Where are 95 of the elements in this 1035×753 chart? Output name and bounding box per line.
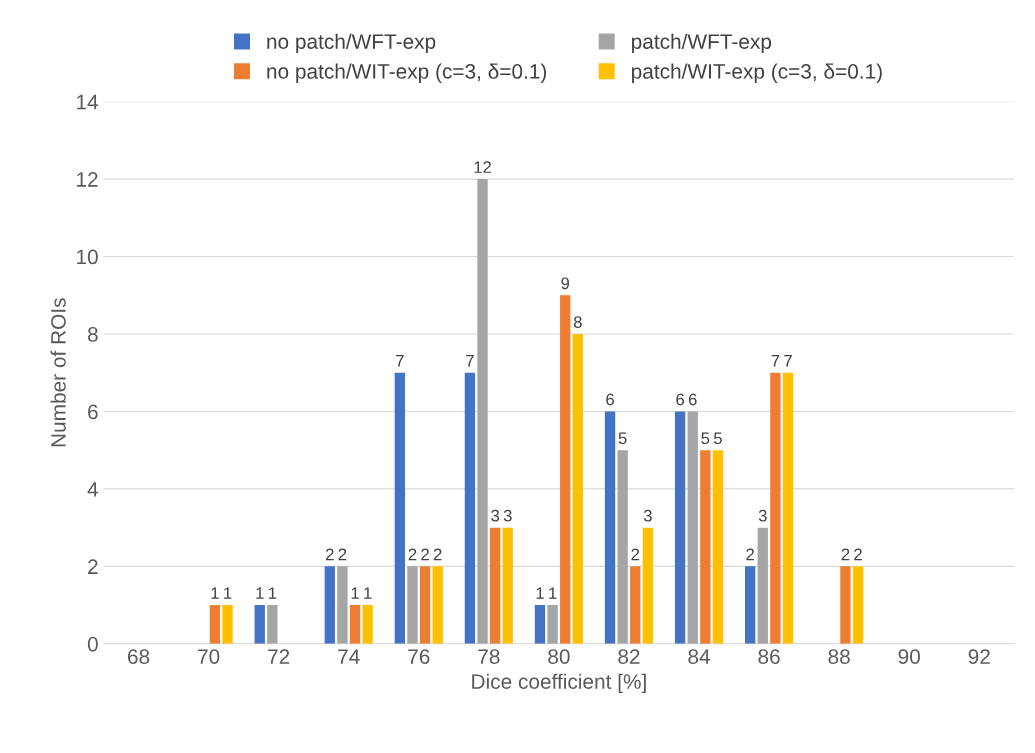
data-label: 5: [618, 432, 627, 445]
bar: [464, 372, 476, 644]
y-tick-label: 2: [88, 559, 98, 574]
data-label: 2: [433, 548, 442, 561]
bar: [770, 372, 781, 644]
y-tick-label: 12: [77, 172, 98, 187]
x-tick-label: 72: [268, 649, 290, 664]
x-tick-label: 92: [968, 649, 990, 664]
x-axis-title: Dice coefficient [%]: [472, 673, 646, 694]
y-tick-label: 10: [77, 249, 98, 265]
x-tick-label: 82: [618, 649, 640, 664]
data-label: 2: [746, 548, 754, 561]
x-tick-label: 76: [408, 649, 430, 664]
bar: [630, 566, 641, 644]
x-tick-label: 74: [338, 649, 360, 664]
data-label: 12: [474, 161, 491, 173]
bar: [745, 566, 756, 644]
bar: [419, 566, 431, 644]
bar: [642, 527, 654, 644]
x-tick-label: 88: [828, 649, 850, 664]
y-tick-label: 0: [87, 636, 98, 652]
data-label: 3: [758, 509, 767, 522]
bar: [209, 605, 221, 644]
legend-label: no patch/WFT-exp: [267, 33, 436, 54]
bar: [337, 566, 348, 644]
data-label: 6: [676, 393, 685, 406]
bar: [267, 605, 278, 644]
data-label: 2: [326, 548, 334, 561]
x-tick-label: 80: [548, 649, 570, 664]
bar: [432, 566, 443, 644]
data-label: 7: [771, 355, 780, 367]
data-label: 1: [268, 587, 277, 599]
data-label: 2: [338, 548, 347, 561]
bar: [349, 605, 361, 644]
data-label: 3: [643, 509, 652, 522]
x-tick-label: 68: [128, 649, 150, 664]
data-label: 2: [408, 548, 417, 561]
data-label: 1: [211, 587, 219, 599]
bar: [700, 450, 711, 644]
bar: [534, 605, 546, 644]
bar: [502, 527, 513, 644]
y-tick-label: 4: [87, 482, 99, 497]
data-label: 3: [503, 509, 512, 522]
legend-label: patch/WIT-exp (c=3, δ=0.1): [632, 63, 882, 83]
x-tick-label: 86: [758, 649, 780, 664]
bar: [840, 566, 851, 644]
legend-label: no patch/WIT-exp (c=3, δ=0.1): [267, 63, 547, 83]
x-tick-label: 70: [198, 649, 220, 664]
y-tick-label: 8: [87, 327, 98, 342]
data-label: 1: [224, 587, 232, 599]
bar: [560, 295, 571, 644]
x-tick-label: 84: [688, 649, 710, 664]
data-label: 1: [536, 587, 544, 599]
bar: [712, 450, 724, 644]
bar: [572, 334, 583, 644]
bar: [477, 179, 488, 644]
data-label: 6: [688, 393, 697, 406]
bar: [362, 605, 373, 644]
data-label: 3: [491, 509, 500, 522]
bar: [757, 527, 768, 644]
bar: [687, 411, 698, 644]
data-label: 1: [549, 587, 557, 599]
x-tick-label: 78: [478, 649, 500, 664]
bar: [489, 527, 501, 644]
bar: [254, 605, 265, 644]
legend-label: patch/WFT-exp: [632, 33, 772, 54]
bar: [547, 605, 558, 644]
data-label: 2: [841, 548, 850, 561]
data-label: 5: [701, 432, 710, 445]
bar: [222, 605, 233, 644]
data-label: 1: [364, 587, 372, 599]
y-tick-label: 14: [77, 94, 99, 110]
data-label: 1: [351, 587, 359, 599]
data-label: 5: [713, 432, 722, 445]
y-axis-title: Number of ROIs: [50, 298, 66, 447]
data-label: 7: [784, 355, 792, 367]
bar: [407, 566, 418, 644]
data-label: 2: [854, 548, 862, 561]
data-label: 2: [421, 548, 429, 561]
data-label: 8: [573, 316, 582, 328]
data-label: 7: [466, 355, 474, 367]
data-label: 6: [606, 393, 614, 406]
data-label: 1: [256, 587, 264, 599]
bar: [394, 372, 406, 644]
bar: [674, 411, 686, 644]
x-tick-label: 90: [898, 649, 920, 664]
bar: [852, 566, 864, 644]
bar: [324, 566, 335, 644]
bar: [617, 450, 628, 644]
bar: [782, 372, 794, 644]
data-label: 7: [396, 355, 404, 367]
data-label: 2: [631, 548, 640, 561]
y-tick-label: 6: [88, 404, 98, 420]
bar: [604, 411, 616, 644]
data-label: 9: [561, 277, 570, 290]
